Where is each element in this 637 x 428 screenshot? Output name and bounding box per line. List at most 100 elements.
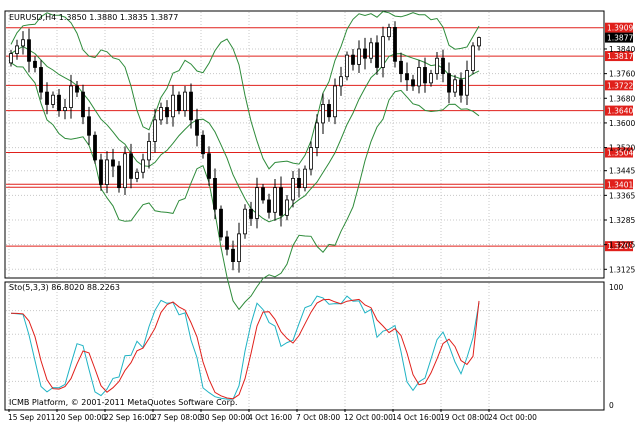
level-label: 1.3200 [607,242,633,251]
candle-body [363,48,367,59]
stochastic-main-line [10,295,480,400]
candle-body [351,54,355,65]
candle-body [309,147,313,170]
candle-body [375,42,379,68]
level-label: 1.3817 [607,52,633,61]
price-tick-label: 1.3125 [609,265,635,274]
time-tick-label: 12 Oct 00:00 [344,413,393,422]
candle-body [267,199,271,213]
candle-body [129,153,133,179]
candle-body [273,187,277,213]
level-label-bg [605,147,633,158]
price-tick-label: 1.3600 [609,119,635,128]
candle-body [225,236,229,250]
candle-body [189,91,193,121]
candle-body [477,37,481,47]
candle-body [195,119,199,136]
candle-body [51,94,55,105]
stochastic-tick-label: 100 [609,283,624,292]
time-tick-label: 19 Oct 08:00 [440,413,489,422]
candle-body [345,54,349,78]
candle-body [429,73,433,84]
candle-body [75,85,79,93]
candle-body [399,60,403,75]
candle-body [63,107,67,112]
price-tick-label: 1.3285 [609,216,635,225]
time-tick-label: 7 Oct 08:00 [296,413,340,422]
stochastic-tick-label: 0 [609,401,614,410]
candle-body [99,159,103,185]
candle-body [153,119,157,142]
candle-body [303,168,307,189]
stochastic-lines [10,295,480,400]
candle-body [417,67,421,87]
price-tick-label: 1.3680 [609,94,635,103]
level-label-bg [605,105,633,116]
candle-body [45,91,49,105]
candle-body [231,248,235,262]
candle-body [369,42,373,59]
candle-body [141,159,145,173]
candle-body [177,94,181,112]
candle-body [339,76,343,87]
candle-body [297,177,301,189]
candle-body [387,27,391,38]
candle-body [393,27,397,62]
level-label: 1.3640 [607,107,633,116]
level-label-bg [605,241,633,252]
candle-body [183,91,187,112]
candle-body [57,94,61,112]
level-label: 1.3722 [607,81,633,90]
time-tick-label: 14 Oct 16:00 [392,413,441,422]
candle-body [423,67,427,84]
candle-body [27,39,31,62]
candle-body [315,122,319,148]
candle-body [447,73,451,93]
level-label: 1.3504 [607,149,633,158]
candle-body [171,94,175,118]
candle-body [123,153,127,189]
time-tick-label: 24 Oct 00:00 [488,413,537,422]
candle-body [261,187,265,201]
candle-body [165,107,169,118]
time-tick-label: 15 Sep 2011 [8,413,56,422]
price-tick-label: 1.3205 [609,241,635,250]
candle-body [441,57,445,75]
price-axis: 1.3840 1.3760 1.3680 1.3600 1.3520 1.3445 1.33… [604,32,635,274]
candle-body [9,53,13,64]
candle-body [453,79,457,93]
candle-body [321,104,325,124]
candle-body [465,70,469,96]
candle-body [435,57,439,75]
stochastic-signal-line [10,298,480,400]
candle-body [159,107,163,121]
candle-body [405,73,409,81]
stochastic-label: Sto(5,3,3) 86.8020 88.2263 [9,283,120,292]
stochastic-axis: 100 0 [609,283,624,410]
candle-body [381,36,385,68]
current-price-label: 1.3877 [607,34,633,43]
candle-body [213,177,217,210]
time-tick-label: 22 Sep 16:00 [104,413,154,422]
band-lower [10,62,480,311]
candle-body [291,177,295,201]
candle-body [219,208,223,238]
candle-body [243,208,247,235]
candle-body [147,141,151,161]
time-tick-label: 4 Oct 16:00 [248,413,292,422]
candle-body [327,104,331,118]
candle-body [333,85,337,118]
candle-body [111,159,115,167]
candle-body [135,171,139,179]
candle-body [201,134,205,155]
candle-body [255,187,259,219]
candle-body [471,45,475,71]
band-upper [10,10,480,170]
candle-body [237,233,241,262]
price-tick-label: 1.3760 [609,70,635,79]
candle-body [15,45,19,54]
copyright-footer: ICMB Platform, © 2001-2011 MetaQuotes So… [9,398,238,407]
level-label-bg [605,80,633,91]
candle-body [69,85,73,108]
